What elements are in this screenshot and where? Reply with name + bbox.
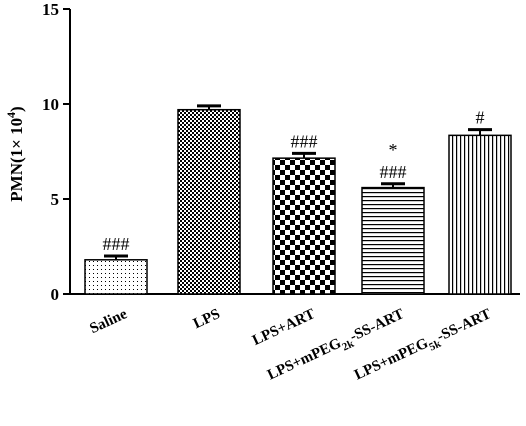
- y-tick-label: 0: [51, 285, 60, 304]
- x-tick-label-main: LPS: [191, 306, 223, 332]
- x-tick-label-main: LPS+ART: [250, 306, 318, 349]
- y-tick-label: 10: [42, 95, 59, 114]
- y-tick-label: 15: [42, 0, 59, 19]
- bar: [84, 259, 148, 295]
- bar: [177, 108, 241, 295]
- significance-label: ###: [103, 234, 130, 254]
- significance-label: #: [476, 108, 485, 128]
- x-tick-label: LPS: [191, 306, 223, 332]
- x-tick-label-main: LPS+mPEG: [265, 335, 344, 383]
- x-tick-label-main: LPS+mPEG: [352, 335, 431, 383]
- bar: [272, 157, 336, 295]
- y-axis-title-suffix: ): [7, 106, 26, 112]
- significance-label: ###: [291, 131, 318, 151]
- y-axis-title-sup: 4: [4, 112, 18, 118]
- y-tick-label: 5: [51, 190, 60, 209]
- x-tick-label: Saline: [87, 306, 130, 337]
- bar: [361, 186, 425, 295]
- significance-label: *: [389, 140, 398, 160]
- category-labels: Saline LPS LPS+ARTLPS+mPEG2k-SS-ARTLPS+mPE…: [87, 306, 494, 384]
- y-axis-title: PMN(1× 104): [4, 106, 26, 201]
- x-tick-label-rest: -SS-ART: [435, 306, 494, 345]
- significance-label: ###: [380, 162, 407, 182]
- bars: #########*#: [84, 104, 512, 295]
- y-axis-title-prefix: PMN(1× 10: [7, 118, 26, 202]
- x-tick-label-rest: -SS-ART: [348, 306, 407, 345]
- x-tick-label: LPS+ART: [250, 306, 318, 349]
- x-tick-label-main: Saline: [87, 306, 130, 337]
- bar: [448, 134, 512, 295]
